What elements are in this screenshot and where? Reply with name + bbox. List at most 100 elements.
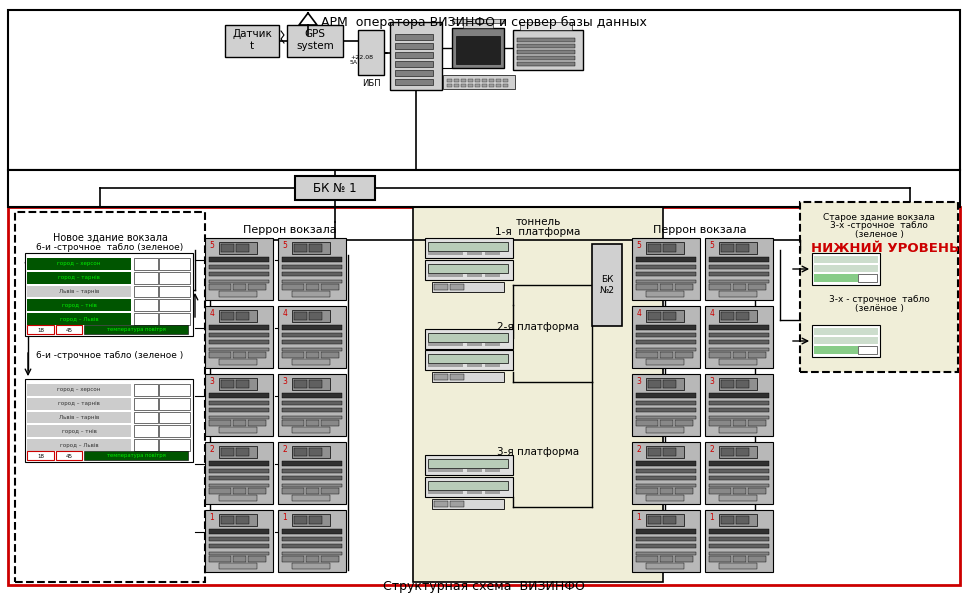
Bar [395, 70, 433, 76]
Bar [467, 274, 482, 277]
Bar [428, 264, 508, 273]
Bar [814, 265, 878, 272]
Bar [160, 258, 190, 270]
Text: 2: 2 [637, 445, 642, 454]
Bar [748, 556, 766, 562]
Text: 3: 3 [209, 377, 215, 385]
Bar [709, 340, 769, 344]
Bar [432, 282, 504, 292]
Bar [646, 563, 684, 569]
Bar [434, 284, 448, 290]
Bar [221, 312, 234, 320]
Bar [748, 420, 766, 426]
Bar [209, 352, 231, 358]
Bar [632, 374, 700, 436]
Bar [209, 348, 269, 351]
Bar [306, 488, 319, 494]
Bar [636, 484, 696, 487]
Bar [736, 312, 749, 320]
Text: 2: 2 [210, 445, 214, 454]
Bar [413, 207, 663, 582]
Bar [321, 352, 339, 358]
Text: 2: 2 [710, 445, 714, 454]
Bar [282, 484, 342, 487]
Bar [428, 333, 508, 342]
Bar [454, 79, 459, 82]
Bar [636, 408, 696, 412]
Bar [135, 384, 158, 396]
Bar [8, 207, 960, 585]
Bar [282, 340, 342, 344]
Bar [705, 442, 773, 504]
Bar [428, 491, 463, 494]
Bar [282, 333, 342, 337]
Bar [489, 84, 494, 87]
Bar [395, 61, 433, 67]
Text: город – Львів: город – Львів [60, 443, 99, 448]
Bar [648, 244, 661, 252]
Bar [663, 516, 676, 524]
Bar [395, 79, 433, 85]
Bar [719, 242, 757, 254]
Bar [282, 488, 304, 494]
Bar [219, 359, 257, 365]
Bar [205, 306, 273, 368]
Bar [709, 476, 769, 480]
Bar [282, 280, 342, 283]
Bar [27, 412, 131, 424]
Bar [306, 420, 319, 426]
Bar [278, 374, 346, 436]
Bar [736, 244, 749, 252]
Text: город – тарнів: город – тарнів [58, 401, 100, 406]
Bar [219, 446, 257, 458]
Bar [428, 343, 463, 346]
Bar [321, 284, 339, 290]
Bar [489, 79, 494, 82]
Bar [282, 352, 304, 358]
Bar [632, 510, 700, 572]
Bar [632, 442, 700, 504]
Bar [282, 284, 304, 290]
Text: БК № 1: БК № 1 [314, 181, 357, 194]
Bar [463, 23, 493, 28]
Text: 4: 4 [209, 308, 215, 317]
Bar [282, 348, 342, 351]
Bar [282, 469, 342, 473]
Bar [467, 252, 482, 255]
Text: 18: 18 [37, 454, 44, 458]
Bar [160, 272, 190, 284]
Bar [632, 306, 700, 368]
Bar [709, 333, 769, 337]
Bar [27, 425, 131, 437]
Text: 3: 3 [283, 377, 287, 385]
Bar [646, 242, 684, 254]
Bar [733, 420, 746, 426]
Bar [452, 28, 504, 68]
Bar [733, 488, 746, 494]
Bar [636, 476, 696, 480]
Bar [592, 244, 622, 326]
Bar [428, 469, 463, 472]
Bar [209, 537, 269, 541]
Bar [748, 352, 766, 358]
Bar [233, 556, 246, 562]
Bar [675, 284, 693, 290]
Bar [709, 461, 769, 466]
Bar [209, 484, 269, 487]
Text: 5: 5 [637, 241, 642, 250]
Bar [209, 416, 269, 419]
Bar [467, 364, 482, 367]
Bar [25, 379, 193, 462]
Bar [209, 420, 231, 426]
Bar [294, 244, 307, 252]
Bar [248, 284, 266, 290]
Bar [517, 38, 575, 42]
Bar [282, 556, 304, 562]
Bar [709, 544, 769, 548]
Text: 45: 45 [66, 454, 73, 458]
Bar [636, 257, 696, 262]
Text: город – херсон: город – херсон [57, 262, 101, 266]
Bar [135, 398, 158, 410]
Bar [282, 393, 342, 398]
Bar [221, 448, 234, 456]
